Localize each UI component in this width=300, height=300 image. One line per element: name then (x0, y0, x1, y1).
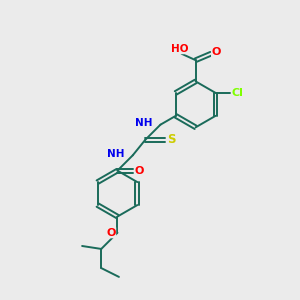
Text: O: O (212, 47, 221, 57)
Text: HO: HO (171, 44, 189, 54)
Text: Cl: Cl (232, 88, 244, 98)
Text: O: O (134, 166, 144, 176)
Text: S: S (167, 134, 175, 146)
Text: NH: NH (107, 149, 124, 159)
Text: O: O (106, 228, 116, 238)
Text: NH: NH (135, 118, 152, 128)
